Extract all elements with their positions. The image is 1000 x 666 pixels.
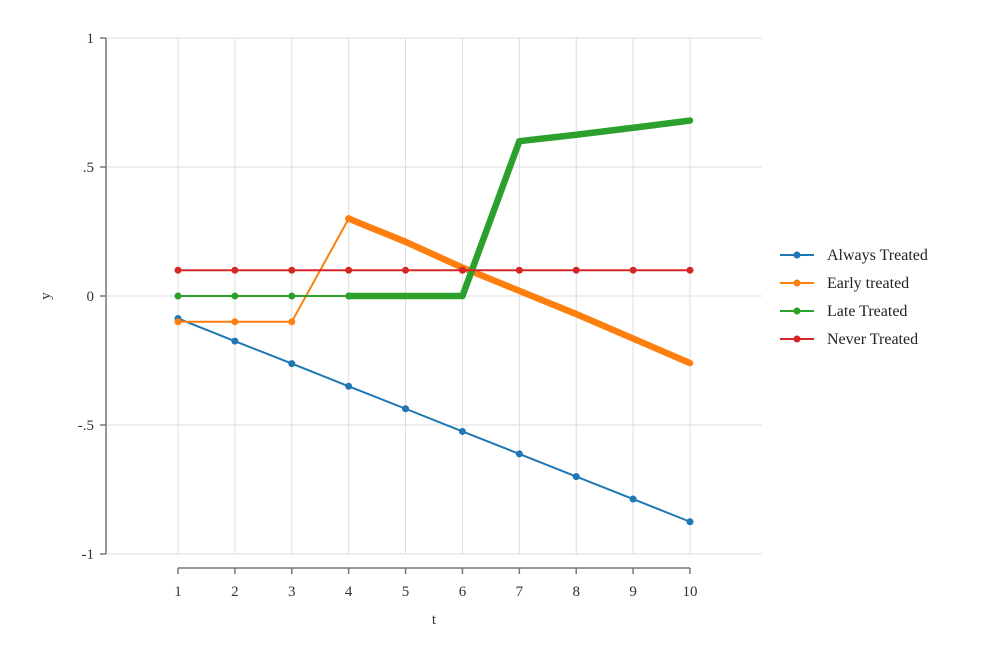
data-point — [629, 495, 637, 503]
data-point — [458, 266, 466, 274]
legend-item-always-treated: Always Treated — [780, 247, 928, 264]
x-tick-label: 4 — [345, 584, 353, 600]
data-point — [288, 292, 296, 300]
legend-swatch-marker — [793, 251, 801, 259]
data-point — [231, 292, 239, 300]
y-tick-label: .5 — [83, 160, 94, 176]
legend-label: Late Treated — [827, 303, 907, 320]
data-point — [231, 266, 239, 274]
y-tick-label: 1 — [87, 31, 95, 47]
legend-item-early-treated: Early treated — [780, 275, 909, 292]
legend: Always Treated Early treated Late Treated N… — [780, 247, 928, 348]
data-point — [345, 382, 353, 390]
legend-swatch-marker — [793, 335, 801, 343]
x-tick-label: 1 — [174, 584, 182, 600]
data-point — [288, 360, 296, 368]
legend-label: Always Treated — [827, 247, 928, 264]
series-line-emphasis — [345, 215, 694, 367]
legend-swatch-marker — [793, 279, 801, 287]
legend-item-never-treated: Never Treated — [780, 331, 918, 348]
data-point — [231, 318, 239, 326]
x-tick-label: 6 — [459, 584, 467, 600]
series-always-treated — [174, 314, 694, 526]
series-never-treated — [174, 266, 694, 274]
x-axis-title: t — [432, 612, 437, 628]
legend-label: Never Treated — [827, 331, 918, 348]
data-point — [686, 518, 694, 526]
series-line — [177, 317, 691, 523]
y-tick-label: 0 — [87, 289, 95, 305]
axes — [105, 38, 690, 569]
series-line-emphasis — [345, 117, 694, 300]
x-tick-label: 2 — [231, 584, 239, 600]
legend-swatch-marker — [793, 307, 801, 315]
data-point — [174, 266, 182, 274]
x-tick-label: 7 — [516, 584, 524, 600]
legend-item-late-treated: Late Treated — [780, 303, 907, 320]
y-tick-label: -.5 — [78, 418, 94, 434]
data-point — [402, 405, 410, 413]
data-point — [572, 473, 580, 481]
series-late-treated — [174, 117, 694, 300]
tick-labels: -1 -.5 0 .5 1 1 2 3 4 5 6 7 8 9 10 — [78, 31, 698, 600]
data-point — [629, 266, 637, 274]
data-point — [686, 266, 694, 274]
series-early-treated — [174, 215, 694, 367]
x-tick-label: 9 — [629, 584, 637, 600]
data-point — [231, 337, 239, 345]
data-point — [174, 318, 182, 326]
x-tick-label: 5 — [402, 584, 410, 600]
data-point — [288, 266, 296, 274]
data-point — [572, 266, 580, 274]
y-axis-title: y — [38, 292, 54, 300]
legend-label: Early treated — [827, 275, 909, 292]
data-point — [515, 450, 523, 458]
series-lines — [174, 117, 694, 526]
data-point — [458, 427, 466, 435]
data-point — [174, 292, 182, 300]
y-tick-label: -1 — [82, 547, 95, 563]
data-point — [402, 266, 410, 274]
x-tick-label: 10 — [683, 584, 698, 600]
x-tick-label: 8 — [572, 584, 580, 600]
data-point — [288, 318, 296, 326]
data-point — [515, 266, 523, 274]
x-tick-label: 3 — [288, 584, 296, 600]
data-point — [345, 266, 353, 274]
